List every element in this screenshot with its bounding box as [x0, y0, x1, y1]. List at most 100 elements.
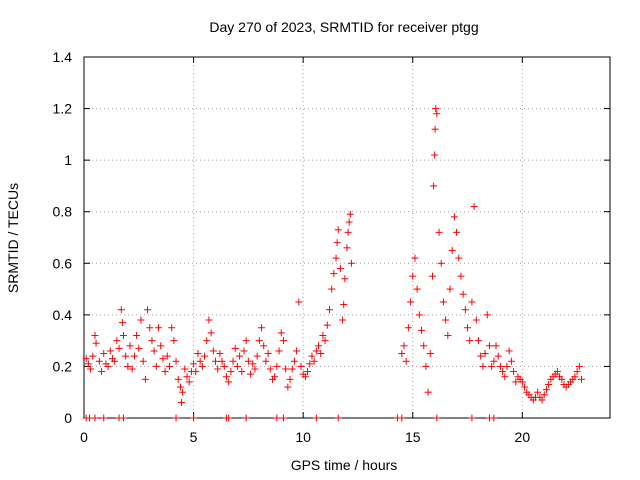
- data-point: [242, 337, 250, 345]
- data-point: [258, 324, 266, 332]
- data-point: [407, 298, 415, 306]
- data-point: [282, 365, 290, 373]
- data-point: [542, 386, 550, 394]
- data-point: [104, 362, 112, 370]
- data-point: [275, 347, 283, 355]
- data-point: [540, 391, 548, 399]
- data-point: [277, 329, 285, 337]
- data-point: [172, 414, 180, 422]
- data-point: [297, 362, 305, 370]
- data-point: [404, 324, 412, 332]
- data-point: [301, 373, 309, 381]
- data-point: [339, 316, 347, 324]
- data-point: [163, 352, 171, 360]
- data-point: [133, 331, 141, 339]
- data-point: [236, 352, 244, 360]
- data-point: [165, 362, 173, 370]
- data-point: [558, 375, 566, 383]
- data-point: [457, 272, 465, 280]
- data-point: [483, 311, 491, 319]
- data-point: [492, 342, 500, 350]
- data-point: [428, 272, 436, 280]
- data-point: [196, 357, 204, 365]
- data-point: [418, 326, 426, 334]
- data-point: [501, 373, 509, 381]
- data-point: [308, 352, 316, 360]
- data-point: [100, 350, 108, 358]
- data-point: [284, 383, 292, 391]
- data-point: [323, 321, 331, 329]
- data-point: [470, 203, 478, 211]
- data-point: [155, 324, 163, 332]
- data-point: [534, 388, 542, 396]
- data-point: [152, 362, 160, 370]
- data-point: [119, 331, 127, 339]
- data-point: [91, 331, 99, 339]
- y-axis-label: SRMTID / TECUs: [5, 183, 21, 293]
- data-point: [485, 342, 493, 350]
- y-tick-label: 1.4: [53, 49, 73, 65]
- data-point: [137, 316, 145, 324]
- data-point: [518, 378, 526, 386]
- y-tick-label: 0.6: [53, 255, 73, 271]
- data-point: [144, 306, 152, 314]
- data-point: [573, 368, 581, 376]
- data-point: [312, 347, 320, 355]
- data-point: [201, 352, 209, 360]
- data-point: [507, 357, 515, 365]
- data-point: [293, 347, 301, 355]
- data-point: [273, 414, 281, 422]
- data-point: [290, 357, 298, 365]
- data-point: [571, 373, 579, 381]
- data-point: [468, 414, 476, 422]
- data-point: [472, 316, 480, 324]
- data-point: [398, 350, 406, 358]
- data-point: [477, 352, 485, 360]
- data-point: [402, 357, 410, 365]
- data-point: [420, 342, 428, 350]
- data-point: [242, 414, 250, 422]
- data-point: [575, 362, 583, 370]
- data-point: [98, 368, 106, 376]
- data-point: [464, 324, 472, 332]
- data-point: [310, 357, 318, 365]
- data-point: [128, 365, 136, 373]
- data-point: [306, 360, 314, 368]
- data-point: [238, 368, 246, 376]
- data-point: [190, 360, 198, 368]
- data-point: [179, 388, 187, 396]
- data-point: [466, 337, 474, 345]
- data-point: [545, 380, 553, 388]
- data-point: [95, 357, 103, 365]
- data-point: [332, 254, 340, 262]
- data-point: [174, 375, 182, 383]
- data-point: [505, 347, 513, 355]
- data-point: [87, 365, 95, 373]
- data-point: [345, 218, 353, 226]
- data-point: [494, 352, 502, 360]
- data-point: [450, 213, 458, 221]
- x-tick-label: 20: [515, 429, 531, 445]
- data-point: [578, 375, 586, 383]
- data-point: [247, 370, 255, 378]
- data-point: [216, 350, 224, 358]
- data-point: [220, 362, 228, 370]
- data-point: [286, 375, 294, 383]
- data-point: [117, 306, 125, 314]
- data-point: [119, 414, 127, 422]
- data-point: [448, 246, 456, 254]
- data-point: [481, 350, 489, 358]
- data-point: [490, 414, 498, 422]
- data-point: [233, 362, 241, 370]
- data-point: [115, 344, 123, 352]
- data-point: [413, 285, 421, 293]
- data-point: [496, 362, 504, 370]
- data-point: [185, 378, 193, 386]
- grid: [84, 57, 610, 418]
- data-point: [113, 337, 121, 345]
- data-point: [130, 352, 138, 360]
- data-point: [304, 368, 312, 376]
- data-point: [475, 337, 482, 345]
